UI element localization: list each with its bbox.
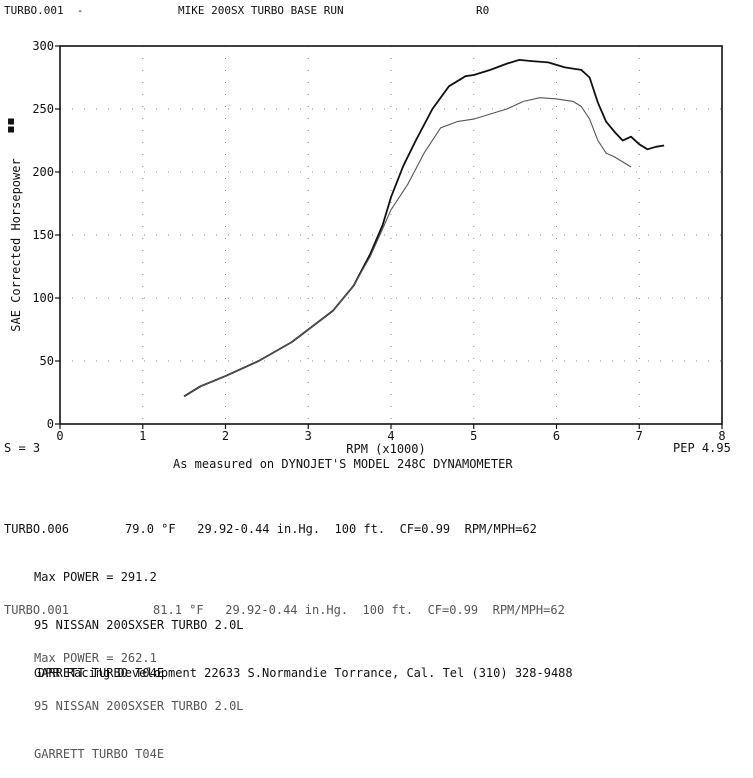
chart-marker: ■ ■ (8, 116, 15, 135)
run-turbo: GARRETT TURBO T04E (34, 666, 165, 680)
y-tick-label: 250 (32, 102, 54, 116)
x-tick-label: 2 (222, 429, 229, 443)
header-tag: R0 (476, 4, 490, 17)
x-tick-label: 3 (305, 429, 312, 443)
run-conditions: 79.0 °F 29.92-0.44 in.Hg. 100 ft. CF=0.9… (125, 522, 537, 536)
run-block-1: TURBO.006 79.0 °F 29.92-0.44 in.Hg. 100 f… (4, 489, 537, 697)
run-file: TURBO.001 (4, 603, 70, 617)
y-tick-label: 100 (32, 291, 54, 305)
series-line-turbo-006 (183, 59, 665, 398)
dyno-chart: 0 1 2 3 4 5 6 7 8 0 50 100 150 200 250 300 RPM (x1000) SA… (9, 39, 726, 456)
x-tick-label: 6 (553, 429, 560, 443)
y-tick-label: 200 (32, 165, 54, 179)
x-axis-label: RPM (x1000) (346, 442, 425, 456)
smoothing-label: S = 3 (4, 441, 41, 455)
x-tick-label: 7 (636, 429, 643, 443)
y-tick-label: 0 (47, 417, 54, 431)
x-tick-label: 8 (718, 429, 725, 443)
y-axis-label: SAE Corrected Horsepower (9, 158, 23, 331)
header-title: MIKE 200SX TURBO BASE RUN (178, 4, 344, 17)
header-file: TURBO.001 - (4, 4, 84, 17)
series-line-turbo-001 (183, 97, 632, 397)
x-tick-label: 1 (139, 429, 146, 443)
run-turbo: GARRETT TURBO T04E (34, 747, 165, 761)
run-conditions: 81.1 °F 29.92-0.44 in.Hg. 100 ft. CF=0.9… (153, 603, 565, 617)
footer-contact: DPR Racing Development 22633 S.Normandie… (38, 666, 573, 680)
pep-label: PEP 4.95 (673, 441, 731, 455)
chart-caption: As measured on DYNOJET'S MODEL 248C DYNA… (173, 457, 513, 471)
x-tick-label: 0 (56, 429, 63, 443)
run-vehicle: 95 NISSAN 200SXSER TURBO 2.0L (34, 618, 244, 632)
x-tick-label: 4 (387, 429, 394, 443)
x-tick-label: 5 (470, 429, 477, 443)
run-vehicle: 95 NISSAN 200SXSER TURBO 2.0L (34, 699, 244, 713)
run-max-power: Max POWER = 262.1 (34, 651, 157, 665)
y-tick-label: 300 (32, 39, 54, 53)
run-max-power: Max POWER = 291.2 (34, 570, 157, 584)
y-tick-label: 50 (40, 354, 54, 368)
run-file: TURBO.006 (4, 522, 70, 536)
y-tick-label: 150 (32, 228, 54, 242)
plot-frame (59, 45, 723, 425)
